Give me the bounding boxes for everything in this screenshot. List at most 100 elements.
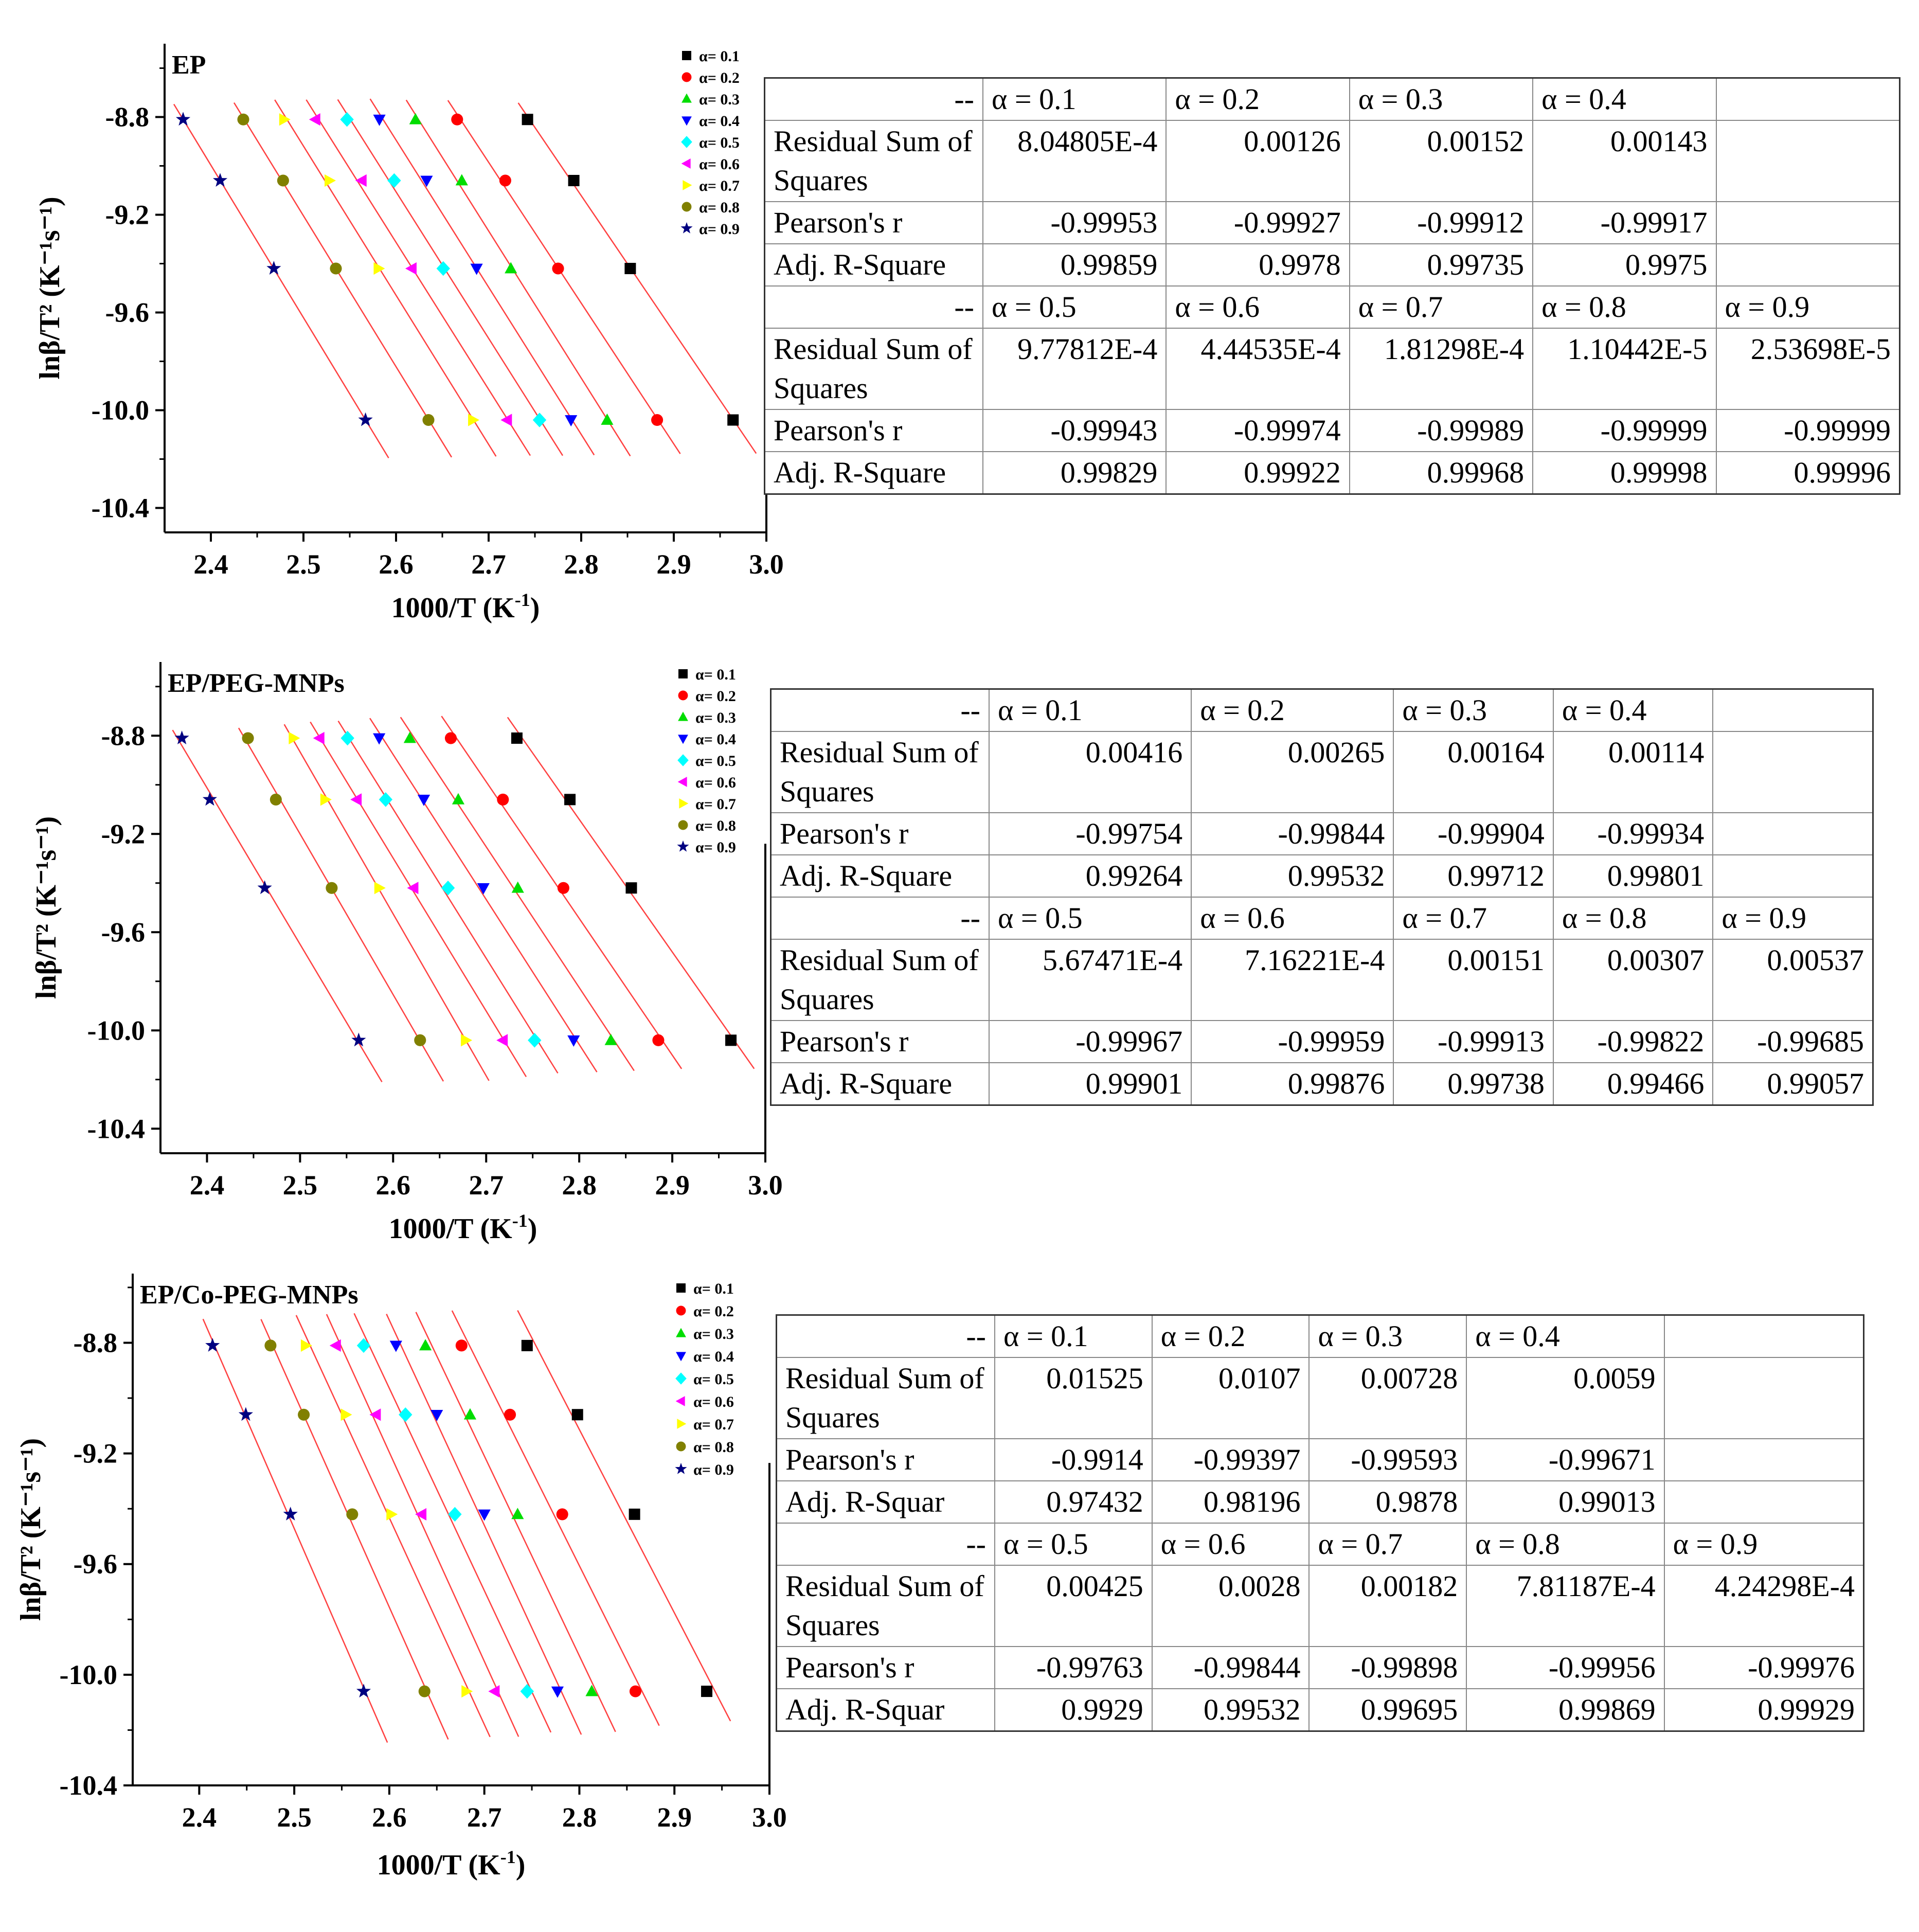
x-tick-label: 3.0: [749, 549, 784, 580]
data-point: [499, 174, 511, 187]
data-point: [279, 113, 291, 126]
stats-row-label: Adj. R-Square: [764, 451, 983, 495]
stats-cell: -0.99974: [1165, 409, 1350, 452]
legend-label: α= 0.3: [693, 1326, 734, 1343]
data-point: [356, 1338, 371, 1353]
data-point: [212, 173, 228, 187]
legend-label: α= 0.5: [695, 753, 736, 770]
data-point: [389, 1340, 402, 1352]
x-tick-label: 2.6: [379, 549, 414, 580]
stats-row-label: Pearson's r: [770, 812, 990, 855]
legend-label: α= 0.9: [699, 221, 740, 238]
data-point: [511, 732, 523, 744]
fit-lines: [173, 98, 757, 458]
x-tick-label: 2.9: [656, 549, 691, 580]
data-point: [340, 112, 354, 127]
stats-row-label: Pearson's r: [776, 1438, 995, 1481]
data-point: [351, 1032, 366, 1047]
data-point: [257, 880, 272, 895]
stats-cell: 0.99996: [1715, 451, 1900, 495]
stats-cell: -0.99917: [1532, 201, 1717, 244]
legend-marker: [678, 690, 688, 701]
stats-cell: 9.77812E-4: [982, 328, 1167, 410]
stats-row: Adj. R-Squar 0.9929 0.99532 0.99695 0.99869 0…: [776, 1688, 1864, 1732]
x-tick-label: 2.6: [376, 1170, 411, 1201]
stats-cell: α = 0.3: [1308, 1314, 1467, 1358]
legend-label: α= 0.8: [695, 817, 736, 834]
stats-row: Residual Sum of Squares 9.77812E-4 4.44535…: [764, 328, 1900, 410]
stats-cell: α = 0.5: [994, 1523, 1153, 1566]
x-tick-label: 2.4: [182, 1802, 217, 1833]
legend-label: α= 0.4: [695, 731, 736, 748]
stats-cell: 5.67471E-4: [988, 939, 1192, 1021]
stats-row-label: Adj. R-Square: [764, 243, 983, 287]
data-point: [448, 1507, 462, 1522]
fit-line: [274, 99, 497, 457]
fit-lines: [172, 715, 755, 1082]
legend-marker: [676, 1305, 686, 1316]
data-point: [532, 413, 547, 427]
data-points: [175, 112, 739, 427]
stats-cell: -0.99999: [1715, 409, 1900, 452]
stats-row: -- α = 0.5 α = 0.6 α = 0.7 α = 0.8 α = 0.9: [776, 1523, 1864, 1566]
legend-marker: [676, 1283, 686, 1293]
data-point: [701, 1686, 713, 1697]
stats-cell: α = 0.2: [1165, 77, 1350, 121]
legend-marker: [681, 116, 692, 126]
stats-cell: [1663, 1357, 1864, 1439]
data-point: [451, 113, 463, 126]
legend-label: α= 0.6: [693, 1393, 734, 1410]
x-tick-label: 2.6: [372, 1802, 407, 1833]
stats-cell: 0.99876: [1191, 1062, 1394, 1106]
fit-line: [405, 99, 631, 457]
data-point: [373, 262, 385, 275]
stats-cell: -0.99934: [1552, 812, 1714, 855]
stats-cell: -0.99763: [994, 1646, 1153, 1689]
legend-marker: [681, 72, 692, 82]
data-point: [403, 731, 416, 743]
data-point: [237, 113, 249, 126]
stats-cell: 0.00265: [1191, 731, 1394, 813]
data-point: [356, 1684, 371, 1698]
panel-ep-peg-mnps-table: -- α = 0.1 α = 0.2 α = 0.3 α = 0.4 Residual S…: [770, 688, 1874, 1106]
stats-cell: α = 0.8: [1552, 897, 1714, 940]
fit-line: [369, 98, 595, 456]
stats-cell: α = 0.9: [1712, 897, 1874, 940]
stats-cell: 0.00114: [1552, 731, 1714, 813]
fit-line: [337, 720, 559, 1074]
data-point: [283, 1507, 298, 1520]
x-tick-label: 2.7: [469, 1170, 504, 1201]
legend-marker: [675, 1396, 685, 1406]
data-point: [270, 793, 282, 806]
stats-cell: [1715, 120, 1900, 202]
stats-cell: 0.99057: [1712, 1062, 1874, 1106]
legend-marker: [681, 202, 692, 212]
fit-line: [447, 100, 681, 454]
y-tick-label: -10.0: [92, 395, 149, 426]
stats-cell: α = 0.7: [1349, 285, 1534, 329]
data-point: [419, 1339, 432, 1351]
data-point: [444, 732, 457, 744]
data-point: [528, 1033, 542, 1048]
x-tick-label: 2.8: [564, 549, 599, 580]
legend-label: α= 0.1: [699, 48, 740, 65]
data-point: [326, 882, 338, 894]
x-tick-label: 3.0: [748, 1170, 783, 1201]
stats-cell: [1712, 812, 1874, 855]
data-point: [520, 1684, 534, 1699]
data-point: [505, 262, 517, 274]
y-tick-label: -10.0: [60, 1659, 117, 1690]
stats-cell: 4.44535E-4: [1165, 328, 1350, 410]
data-point: [202, 792, 217, 806]
fit-line: [238, 727, 444, 1082]
legend-label: α= 0.3: [699, 91, 740, 108]
data-point: [330, 262, 342, 275]
stats-row: -- α = 0.1 α = 0.2 α = 0.3 α = 0.4: [770, 688, 1874, 732]
data-point: [417, 795, 431, 807]
y-axis-title: lnβ/T² (K⁻¹s⁻¹): [30, 816, 62, 999]
data-point: [340, 730, 354, 746]
legend-marker: [677, 840, 689, 852]
data-point: [651, 414, 663, 426]
fit-lines: [202, 1310, 731, 1743]
data-point: [205, 1338, 220, 1352]
